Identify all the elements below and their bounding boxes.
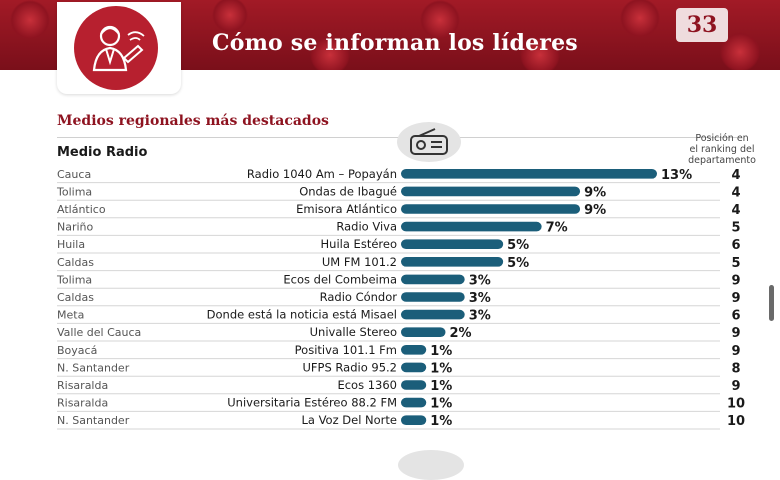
station-label: UFPS Radio 95.2 bbox=[303, 360, 398, 374]
bar bbox=[401, 309, 465, 320]
bar bbox=[401, 362, 427, 373]
scrollbar[interactable] bbox=[769, 285, 774, 321]
station-label: Huila Estéreo bbox=[321, 237, 397, 251]
value-label: 13% bbox=[661, 168, 692, 183]
bar bbox=[401, 327, 446, 337]
value-label: 5% bbox=[507, 256, 529, 271]
bar bbox=[401, 397, 427, 408]
value-label: 7% bbox=[546, 221, 568, 236]
rank-value: 4 bbox=[731, 185, 740, 200]
value-label: 2% bbox=[449, 326, 471, 341]
rank-header-line: Posición en bbox=[695, 133, 749, 144]
value-label: 9% bbox=[584, 185, 606, 200]
value-label: 1% bbox=[430, 397, 452, 412]
station-label: Positiva 101.1 Fm bbox=[295, 343, 397, 357]
section-subtitle: Medios regionales más destacados bbox=[57, 113, 329, 129]
rank-value: 9 bbox=[731, 344, 740, 359]
station-label: Ondas de Ibagué bbox=[299, 184, 397, 198]
value-label: 1% bbox=[430, 379, 452, 394]
medium-title: Medio Radio bbox=[57, 145, 148, 160]
department-label: Caldas bbox=[57, 291, 94, 304]
rank-value: 8 bbox=[731, 361, 740, 376]
station-label: Univalle Stereo bbox=[310, 325, 397, 339]
department-label: Nariño bbox=[57, 221, 94, 234]
section-logo bbox=[57, 2, 181, 94]
rank-header-line: departamento bbox=[688, 155, 756, 166]
station-label: La Voz Del Norte bbox=[301, 413, 397, 427]
page-title: Cómo se informan los líderes bbox=[212, 30, 578, 56]
rank-value: 10 bbox=[727, 414, 745, 429]
value-label: 9% bbox=[584, 203, 606, 218]
value-label: 1% bbox=[430, 414, 452, 429]
department-label: Huila bbox=[57, 238, 85, 251]
department-label: Risaralda bbox=[57, 379, 108, 392]
station-label: Radio Cóndor bbox=[320, 290, 398, 304]
station-label: UM FM 101.2 bbox=[322, 255, 397, 269]
page-number: 33 bbox=[676, 8, 728, 42]
station-label: Radio Viva bbox=[336, 220, 397, 234]
rank-value: 10 bbox=[727, 397, 745, 412]
value-label: 3% bbox=[469, 309, 491, 324]
rank-value: 9 bbox=[731, 291, 740, 306]
radio-icon bbox=[397, 122, 461, 162]
department-label: Cauca bbox=[57, 168, 91, 181]
bar bbox=[401, 204, 581, 214]
value-label: 5% bbox=[507, 238, 529, 253]
rank-header-line: el ranking del bbox=[689, 144, 755, 155]
station-label: Universitaria Estéreo 88.2 FM bbox=[227, 396, 397, 410]
station-label: Emisora Atlántico bbox=[296, 202, 397, 216]
value-label: 3% bbox=[469, 273, 491, 288]
rank-value: 4 bbox=[731, 203, 740, 218]
department-label: Boyacá bbox=[57, 344, 97, 357]
value-label: 1% bbox=[430, 361, 452, 376]
rank-value: 9 bbox=[731, 379, 740, 394]
rank-value: 6 bbox=[731, 309, 740, 324]
bar bbox=[401, 345, 427, 355]
rank-value: 9 bbox=[731, 326, 740, 341]
department-label: Tolima bbox=[56, 185, 92, 198]
bar bbox=[401, 239, 504, 249]
department-label: Meta bbox=[57, 309, 84, 322]
bar bbox=[401, 292, 465, 302]
rank-value: 5 bbox=[731, 221, 740, 236]
station-label: Radio 1040 Am – Popayán bbox=[247, 167, 397, 181]
department-label: Risaralda bbox=[57, 397, 108, 410]
radio-bar-chart: Cauca Radio 1040 Am – Popayán 13% 4 Tolima On… bbox=[56, 167, 745, 430]
leader-person-icon bbox=[74, 6, 158, 90]
bar bbox=[401, 274, 465, 285]
next-section-icon bbox=[398, 450, 464, 480]
bar bbox=[401, 186, 581, 197]
bar bbox=[401, 221, 542, 232]
value-label: 3% bbox=[469, 291, 491, 306]
bar bbox=[401, 169, 657, 179]
department-label: Caldas bbox=[57, 256, 94, 269]
rank-column-header: Posición en el ranking del departamento bbox=[672, 133, 772, 166]
department-label: N. Santander bbox=[57, 414, 130, 427]
bar bbox=[401, 380, 427, 390]
rank-value: 6 bbox=[731, 238, 740, 253]
bar bbox=[401, 257, 504, 267]
rank-value: 5 bbox=[731, 256, 740, 271]
department-label: Valle del Cauca bbox=[57, 326, 141, 339]
station-label: Ecos del Combeima bbox=[283, 272, 397, 286]
department-label: N. Santander bbox=[57, 361, 130, 374]
rank-value: 9 bbox=[731, 273, 740, 288]
station-label: Donde está la noticia está Misael bbox=[207, 308, 397, 322]
bar bbox=[401, 415, 427, 425]
department-label: Atlántico bbox=[57, 203, 106, 216]
station-label: Ecos 1360 bbox=[337, 378, 397, 392]
rank-value: 4 bbox=[731, 168, 740, 183]
value-label: 1% bbox=[430, 344, 452, 359]
department-label: Tolima bbox=[56, 273, 92, 286]
